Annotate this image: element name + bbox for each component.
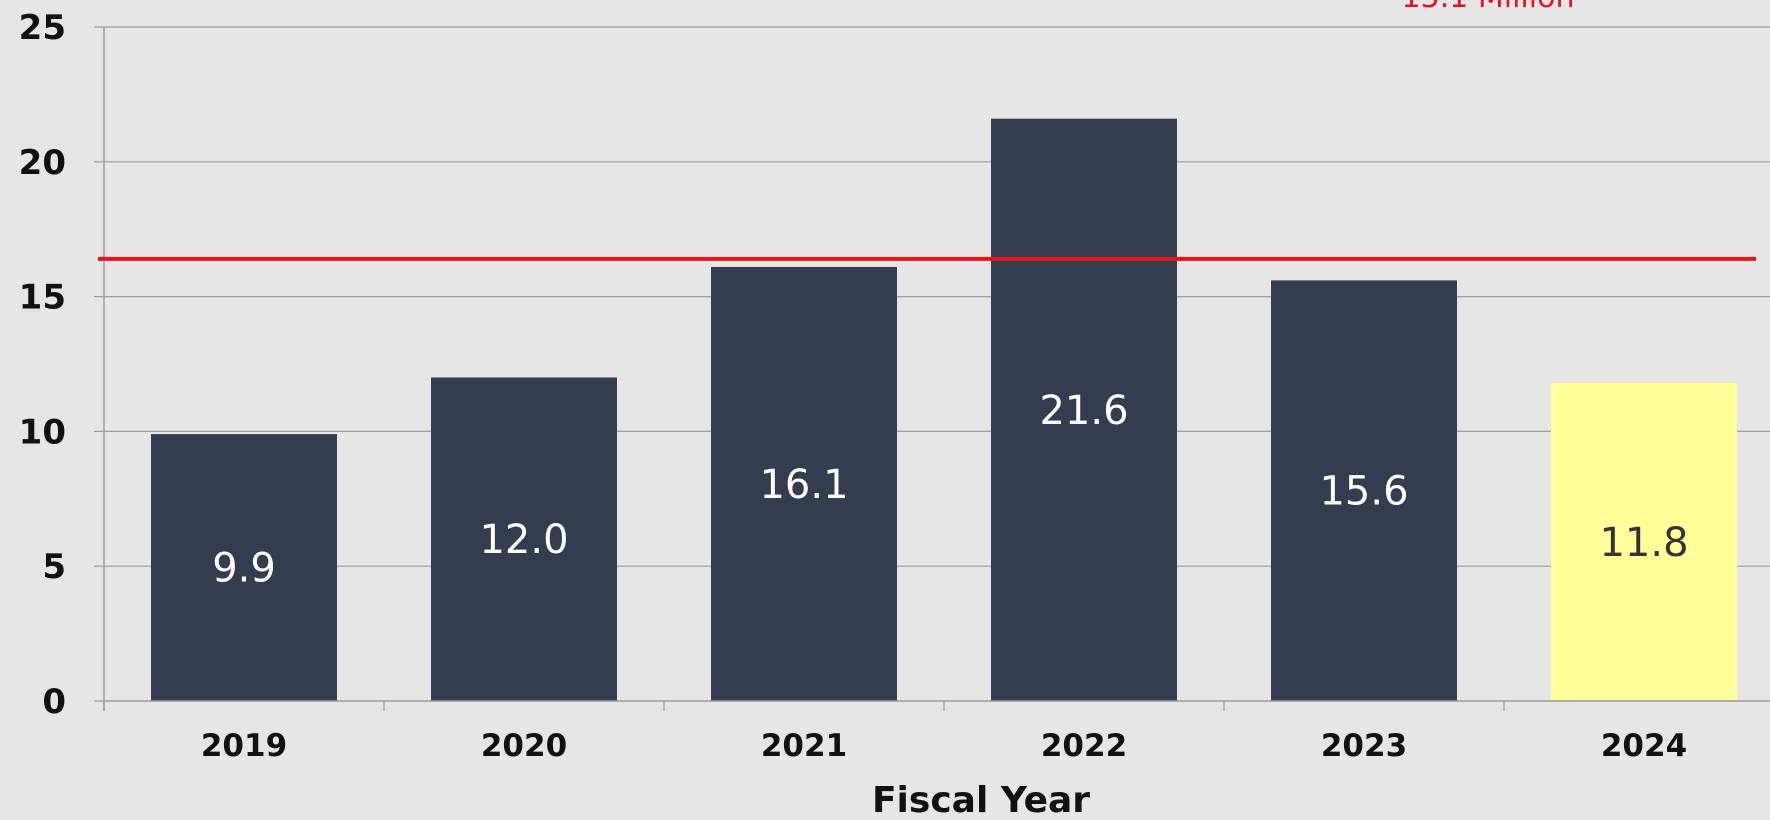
- x-tick-label: 2022: [1041, 728, 1127, 764]
- y-axis-ticks: 0 5 10 15 20 25: [19, 8, 66, 722]
- x-tick-label: 2023: [1321, 728, 1407, 764]
- data-label: 12.0: [479, 517, 568, 563]
- bar: [151, 434, 337, 701]
- reference-line-label: 15.1 Million: [1402, 0, 1575, 15]
- bar: [1271, 280, 1457, 701]
- bar: [431, 377, 617, 701]
- bar: [1551, 382, 1737, 701]
- y-tick-label: 10: [19, 412, 66, 452]
- bar: [711, 266, 897, 701]
- data-label: 11.8: [1599, 520, 1688, 566]
- x-axis-ticks: 2019 2020 2021 2022 2023 2024: [201, 728, 1687, 764]
- y-tick-label: 25: [19, 8, 66, 48]
- x-tick-label: 2019: [201, 728, 287, 764]
- x-tick-label: 2024: [1601, 728, 1687, 764]
- y-tick-label: 15: [19, 278, 66, 318]
- y-tick-label: 5: [42, 547, 66, 587]
- bar: [991, 118, 1177, 701]
- x-tick-label: 2021: [761, 728, 847, 764]
- data-label: 21.6: [1039, 388, 1128, 434]
- data-labels: 9.9 12.0 16.1 21.6 15.6 11.8: [212, 388, 1688, 592]
- gridlines: [94, 26, 1770, 702]
- data-label: 9.9: [212, 546, 276, 592]
- bars: [151, 118, 1737, 701]
- data-label: 15.6: [1319, 469, 1408, 515]
- y-tick-label: 0: [42, 682, 66, 722]
- data-label: 16.1: [759, 462, 848, 508]
- reference-line-group: 15.1 Million: [98, 0, 1756, 261]
- x-tick-label: 2020: [481, 728, 567, 764]
- y-tick-label: 20: [19, 143, 66, 183]
- x-axis-label: Fiscal Year: [872, 780, 1090, 820]
- axes: [103, 27, 1770, 711]
